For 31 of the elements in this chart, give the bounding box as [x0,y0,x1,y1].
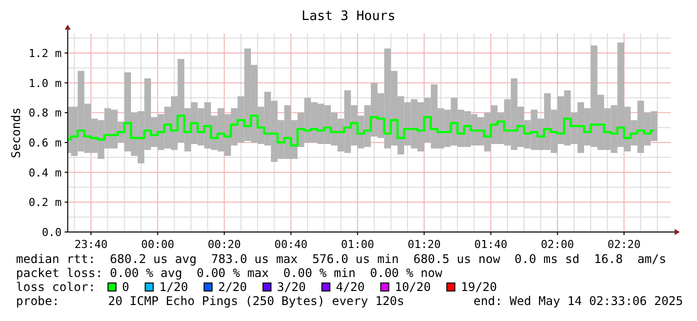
text: 10/20 [394,280,431,294]
text: 19/20 [460,280,497,294]
text: 2/20 [218,280,248,294]
text: 20 ICMP Echo Pings (250 Bytes) every 120s [108,294,404,308]
x-tick-label: 00:40 [274,238,308,251]
text: loss color: [16,280,96,294]
text: probe: [16,294,60,308]
y-tick-label: 0.0 [42,226,62,239]
y-tick-label: 0.8 m [28,106,62,120]
text: packet loss: 0.00 % avg 0.00 % max 0.00 % min 0.00 % now [16,266,444,280]
x-tick-label: 00:20 [208,238,241,251]
text: end: Wed May 14 02:33:06 2025 [473,294,683,308]
x-tick-label: 02:00 [540,238,574,251]
y-axis-title: Seconds [9,108,23,158]
y-tick-label: 1.2 m [28,46,62,60]
x-tick-label: 01:20 [408,238,441,251]
y-tick-label: 1.0 m [28,76,62,90]
y-tick-label: 0.4 m [28,166,62,180]
x-tick-label: 02:20 [607,238,641,251]
text: median rtt: 680.2 us avg 783.0 us max 576.0 us min 680.5 us now 0.0 ms sd 16.8 am/s [16,252,666,266]
y-tick-label: 0.2 m [28,196,62,210]
x-tick-label: 01:00 [340,238,374,251]
text: 3/20 [276,280,306,294]
text: 0 [122,280,130,294]
x-tick-label: 01:40 [474,238,508,251]
x-tick-label: 00:00 [141,238,174,251]
chart-title: Last 3 Hours [302,9,396,24]
text: 4/20 [336,280,365,294]
y-tick-label: 0.6 m [28,136,62,150]
text: 1/20 [159,280,188,294]
x-tick-label: 23:40 [74,238,108,251]
